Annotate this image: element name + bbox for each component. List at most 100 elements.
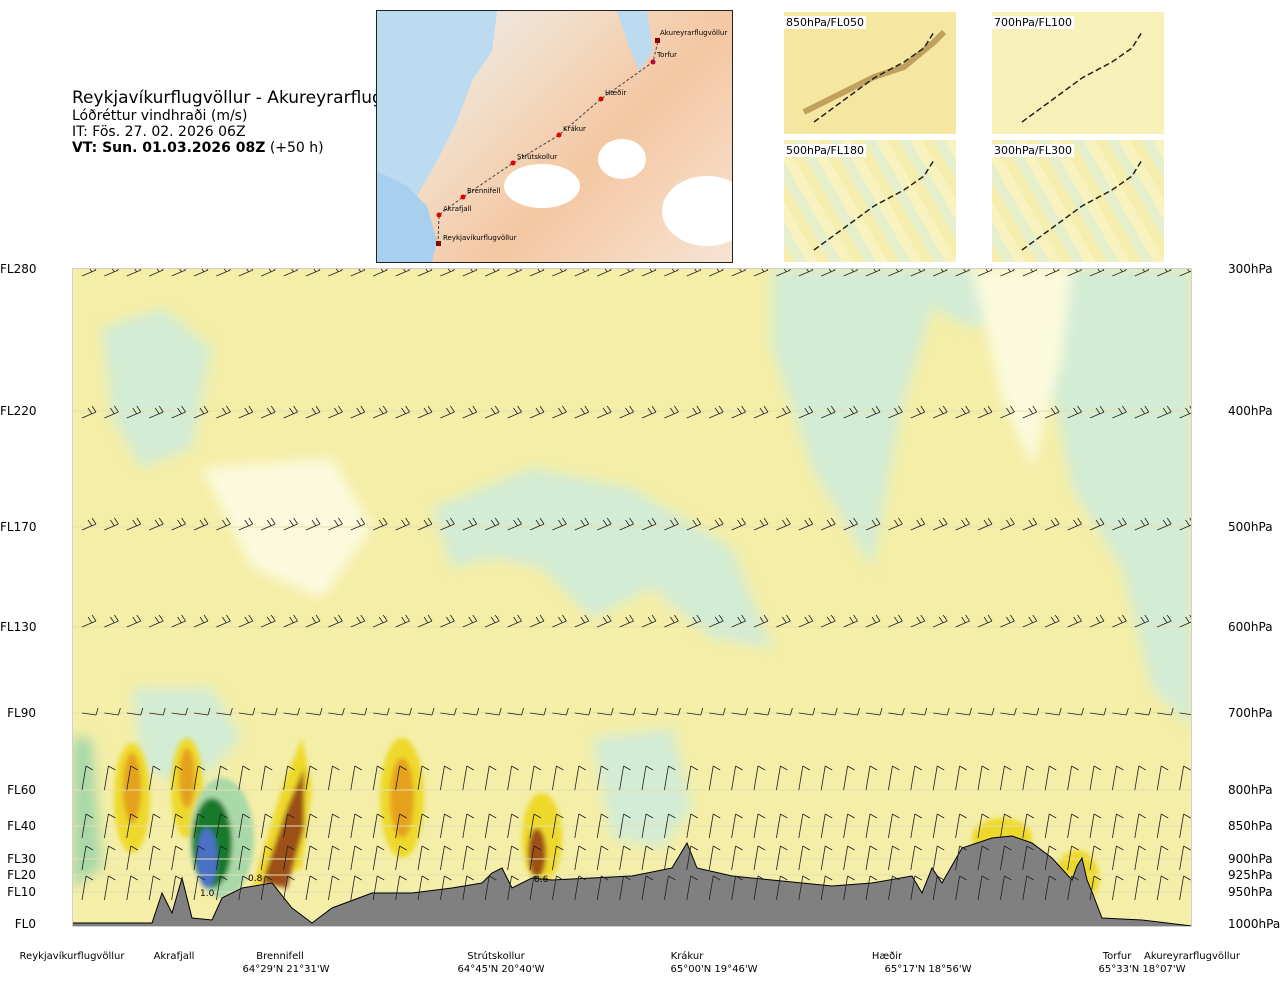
wind-barb	[1089, 813, 1102, 839]
wind-barb	[709, 707, 726, 716]
wind-barb	[820, 813, 833, 839]
left-axis-label: FL60	[7, 783, 36, 797]
wind-barb	[955, 875, 967, 901]
wind-barb	[1157, 707, 1174, 716]
route-map-svg: Akureyrarflugvöllur Torfur Hæðir Krákur …	[377, 11, 732, 262]
wind-barb	[193, 813, 206, 839]
wind-barb	[1022, 517, 1038, 531]
wind-barb	[1157, 405, 1172, 419]
wind-barb	[820, 875, 833, 901]
wind-barb	[305, 405, 321, 419]
wind-barb	[193, 517, 209, 531]
wind-barb	[238, 707, 256, 716]
wind-barb	[552, 845, 564, 871]
inset-850hpa-svg	[784, 12, 956, 134]
wind-barb	[1044, 875, 1057, 901]
wind-barb	[193, 707, 211, 716]
wind-barb	[126, 845, 138, 871]
blue-cell	[197, 828, 217, 888]
wind-barb	[574, 614, 590, 628]
wind-barb	[104, 813, 116, 839]
wind-barb	[529, 845, 542, 871]
wind-barb	[865, 845, 878, 871]
wind-barb	[305, 707, 323, 716]
wind-barb	[462, 517, 478, 531]
wind-barb	[977, 614, 993, 628]
wind-barb	[619, 614, 634, 628]
inset-300hpa: 300hPa/FL300	[992, 140, 1164, 262]
wind-barb	[1022, 614, 1038, 628]
wind-barb	[843, 765, 855, 791]
wind-barb	[395, 875, 407, 901]
right-axis-label: 500hPa	[1228, 520, 1273, 534]
wind-barb	[664, 614, 679, 628]
wind-barb	[955, 765, 967, 791]
wind-barb	[731, 405, 746, 419]
wind-barb	[597, 707, 614, 716]
route-point-torfur	[650, 59, 656, 65]
wind-barb	[238, 845, 250, 871]
wind-barb	[910, 614, 926, 628]
wind-barb	[552, 517, 567, 531]
wind-barb	[1112, 765, 1124, 791]
coord-brennifell: 64°29'N 21°31'W	[242, 964, 330, 975]
map-label-akureyri: Akureyrarflugvöllur	[660, 29, 727, 37]
wind-barb	[865, 765, 878, 791]
wind-barb	[955, 405, 970, 419]
wind-barb	[1179, 845, 1191, 871]
wind-barb	[328, 405, 343, 419]
wind-barb	[193, 614, 209, 628]
wind-barb	[104, 614, 119, 628]
wind-barb	[1157, 517, 1172, 531]
wind-barb	[417, 765, 430, 791]
wind-barb	[529, 614, 545, 628]
wind-barb	[373, 517, 388, 531]
wind-barb	[641, 765, 654, 791]
wind-barb	[529, 707, 547, 716]
right-axis-label: 1000hPa	[1228, 917, 1280, 931]
wind-barb	[574, 405, 590, 419]
wind-barb	[373, 614, 388, 628]
wind-barb	[1000, 765, 1012, 791]
wind-barb	[328, 845, 340, 871]
wind-barb	[171, 813, 183, 839]
wind-barb	[776, 765, 788, 791]
inset-500hpa-label: 500hPa/FL180	[784, 144, 867, 157]
wind-barb	[933, 517, 948, 531]
wind-barb	[1134, 765, 1146, 791]
wind-barb	[417, 707, 435, 716]
contour-label-2: 0.8	[248, 874, 263, 884]
wind-barb	[417, 517, 433, 531]
wind-barb	[910, 517, 926, 531]
map-label-haedir: Hæðir	[605, 89, 626, 97]
wind-barb	[932, 813, 945, 839]
wind-barb	[753, 405, 769, 419]
wind-barb	[149, 517, 164, 531]
wind-barb	[933, 405, 948, 419]
wind-barb	[552, 707, 569, 716]
wind-barb	[507, 517, 522, 531]
wind-barb	[843, 707, 860, 716]
right-axis-label: 400hPa	[1228, 404, 1273, 418]
wind-barb	[888, 405, 903, 419]
right-axis-label: 900hPa	[1228, 852, 1273, 866]
wind-barb	[104, 517, 119, 531]
wind-barb	[888, 517, 903, 531]
wind-barb	[1044, 813, 1057, 839]
wind-barb	[776, 845, 788, 871]
wind-barb	[395, 517, 410, 531]
wind-barb	[350, 813, 362, 839]
wind-barb	[417, 405, 433, 419]
wind-barb	[977, 707, 995, 716]
wind-barb	[932, 765, 945, 791]
inset-500hpa: 500hPa/FL180	[784, 140, 956, 262]
wind-barb	[1022, 845, 1034, 871]
wind-barb	[641, 614, 657, 628]
wind-barb	[709, 405, 724, 419]
route-point-strutskollur	[510, 160, 516, 166]
wind-barb	[597, 614, 612, 628]
wind-barb	[821, 517, 836, 531]
left-axis-label: FL10	[7, 885, 36, 899]
wind-barb	[193, 405, 209, 419]
wind-barb	[529, 875, 542, 901]
